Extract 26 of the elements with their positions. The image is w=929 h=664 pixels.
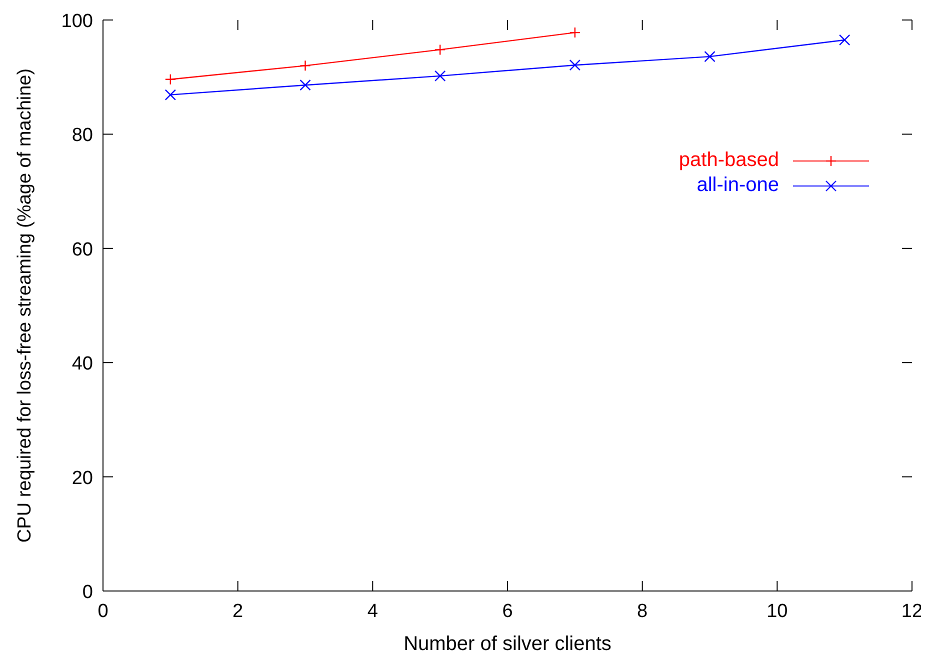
point [704, 50, 716, 62]
y-tick-label: 100 [61, 11, 93, 32]
y-tick-label: 40 [72, 354, 93, 375]
y-tick-label: 80 [72, 125, 93, 146]
point [838, 34, 850, 46]
point [434, 70, 446, 82]
x-tick-label: 4 [367, 601, 378, 622]
y-tick-label: 60 [72, 239, 93, 260]
point [569, 60, 581, 71]
x-tick-label: 0 [98, 601, 108, 622]
x-axis-title: Number of silver clients [404, 633, 612, 655]
point [164, 74, 176, 85]
point [164, 89, 176, 100]
x-tick-label: 8 [637, 601, 648, 622]
point [434, 44, 446, 56]
legend-label: all-in-one [696, 174, 779, 197]
y-tick-label: 20 [72, 468, 93, 489]
x-tick-label: 2 [232, 601, 244, 622]
point [300, 79, 311, 91]
point [569, 26, 581, 38]
y-axis-title: CPU required for loss-free streaming (%age of machine) [14, 68, 36, 543]
point [300, 60, 311, 72]
x-tick-label: 10 [766, 601, 788, 622]
x-tick-label: 6 [502, 601, 513, 622]
y-tick-label: 0 [82, 582, 93, 603]
legend-label: path-based [678, 149, 779, 172]
